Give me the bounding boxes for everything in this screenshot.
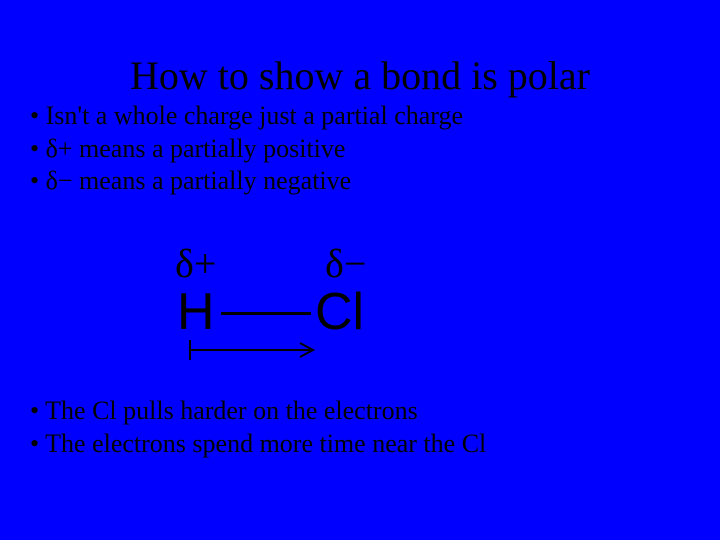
bullet-item: The electrons spend more time near the C…: [30, 428, 486, 461]
atom-right: Cl: [315, 282, 364, 342]
slide: How to show a bond is polar Isn't a whol…: [0, 0, 720, 540]
bond-diagram: δ+ δ− H Cl: [155, 240, 415, 380]
bullets-top: Isn't a whole charge just a partial char…: [30, 100, 463, 198]
delta-plus-label: δ+: [175, 240, 216, 287]
dipole-arrow-icon: [185, 340, 325, 370]
bullet-item: The Cl pulls harder on the electrons: [30, 395, 486, 428]
bullet-item: δ− means a partially negative: [30, 165, 463, 198]
atom-left: H: [177, 282, 215, 342]
slide-title: How to show a bond is polar: [0, 52, 720, 99]
bullet-item: Isn't a whole charge just a partial char…: [30, 100, 463, 133]
bond-line: [221, 312, 311, 315]
bullets-bottom: The Cl pulls harder on the electrons The…: [30, 395, 486, 460]
delta-minus-label: δ−: [325, 240, 366, 287]
bullet-item: δ+ means a partially positive: [30, 133, 463, 166]
